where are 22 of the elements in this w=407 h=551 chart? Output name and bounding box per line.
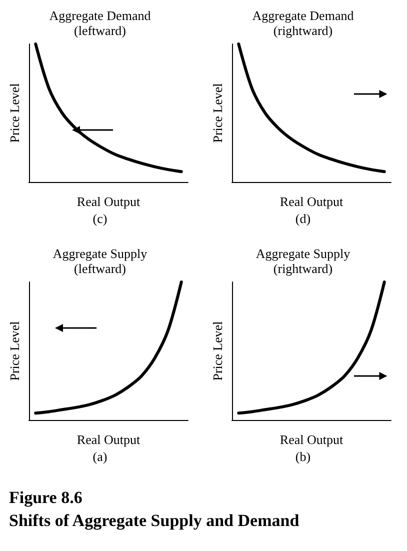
y-axis-title: Price Level: [7, 82, 22, 143]
chart-subtitle: (rightward): [273, 23, 333, 38]
chart-title: Aggregate Demand: [252, 8, 354, 23]
y-axis-title: Price Level: [210, 320, 225, 381]
text: Shifts of Aggregate Supply and Demand: [9, 511, 300, 530]
chart-subtitle: (rightward): [273, 261, 333, 276]
chart-title: Aggregate Supply: [256, 246, 351, 261]
y-axis-title: Price Level: [210, 82, 225, 143]
chart-title: Aggregate Supply: [52, 246, 148, 261]
x-axis-title: Real Output: [76, 194, 140, 209]
y-axis-title: Price Level: [7, 320, 22, 381]
x-axis-title: Real Output: [280, 194, 344, 209]
text: (a): [92, 449, 108, 464]
text: (c): [92, 211, 108, 226]
text: (d): [295, 211, 311, 226]
text: (b): [295, 449, 311, 464]
x-axis-title: Real Output: [76, 432, 140, 447]
text: Figure 8.6: [9, 488, 82, 507]
x-axis-title: Real Output: [280, 432, 344, 447]
chart-subtitle: (leftward): [74, 261, 126, 276]
chart-title: Aggregate Demand: [49, 8, 152, 23]
chart-subtitle: (leftward): [74, 23, 126, 38]
